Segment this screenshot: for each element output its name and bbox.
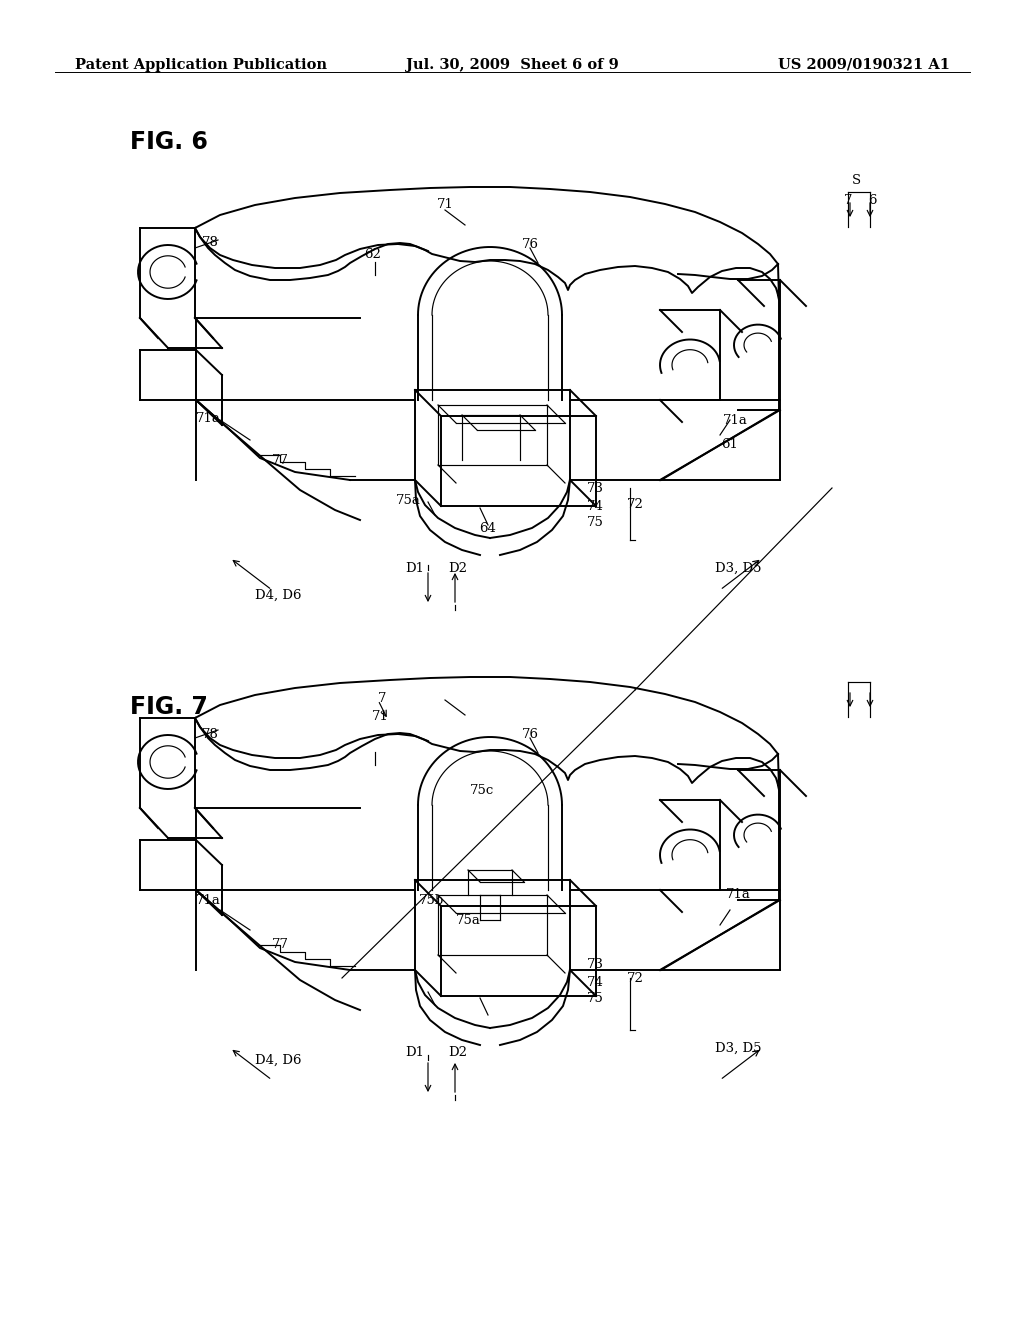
Text: 76: 76: [521, 729, 539, 742]
Text: 73: 73: [587, 482, 603, 495]
Text: 78: 78: [202, 729, 218, 742]
Text: 77: 77: [271, 939, 289, 952]
Text: S: S: [851, 173, 860, 186]
Text: 72: 72: [627, 972, 643, 985]
Text: 75: 75: [587, 991, 603, 1005]
Text: D1: D1: [406, 1045, 425, 1059]
Text: 75: 75: [587, 516, 603, 528]
Text: 71: 71: [436, 198, 454, 211]
Text: 75c: 75c: [470, 784, 495, 796]
Text: D3, D5: D3, D5: [715, 1041, 761, 1055]
Text: 73: 73: [587, 958, 603, 972]
Text: 6: 6: [867, 194, 877, 206]
Text: 61: 61: [722, 438, 738, 451]
Text: 78: 78: [202, 235, 218, 248]
Text: 7: 7: [378, 692, 386, 705]
Text: D4, D6: D4, D6: [255, 589, 301, 602]
Text: 64: 64: [479, 521, 497, 535]
Text: FIG. 6: FIG. 6: [130, 129, 208, 154]
Text: D4, D6: D4, D6: [255, 1053, 301, 1067]
Text: D1: D1: [406, 561, 425, 574]
Text: 74: 74: [587, 975, 603, 989]
Text: Patent Application Publication: Patent Application Publication: [75, 58, 327, 73]
Text: 74: 74: [587, 499, 603, 512]
Text: 62: 62: [365, 248, 381, 261]
Text: D2: D2: [449, 561, 468, 574]
Text: 72: 72: [627, 498, 643, 511]
Text: 71a': 71a': [196, 412, 224, 425]
Text: 77: 77: [271, 454, 289, 466]
Text: 71a': 71a': [196, 894, 224, 907]
Text: US 2009/0190321 A1: US 2009/0190321 A1: [778, 58, 950, 73]
Text: 7: 7: [844, 194, 852, 206]
Text: FIG. 7: FIG. 7: [130, 696, 208, 719]
Text: D2: D2: [449, 1045, 468, 1059]
Text: 75b: 75b: [420, 894, 444, 907]
Text: D3, D5: D3, D5: [715, 561, 761, 574]
Text: 71a: 71a: [723, 413, 748, 426]
Text: 71a: 71a: [726, 888, 751, 902]
Text: 76: 76: [521, 239, 539, 252]
Text: 75a: 75a: [456, 913, 480, 927]
Text: Jul. 30, 2009  Sheet 6 of 9: Jul. 30, 2009 Sheet 6 of 9: [406, 58, 618, 73]
Text: 71: 71: [372, 710, 388, 722]
Text: 75a: 75a: [395, 494, 421, 507]
